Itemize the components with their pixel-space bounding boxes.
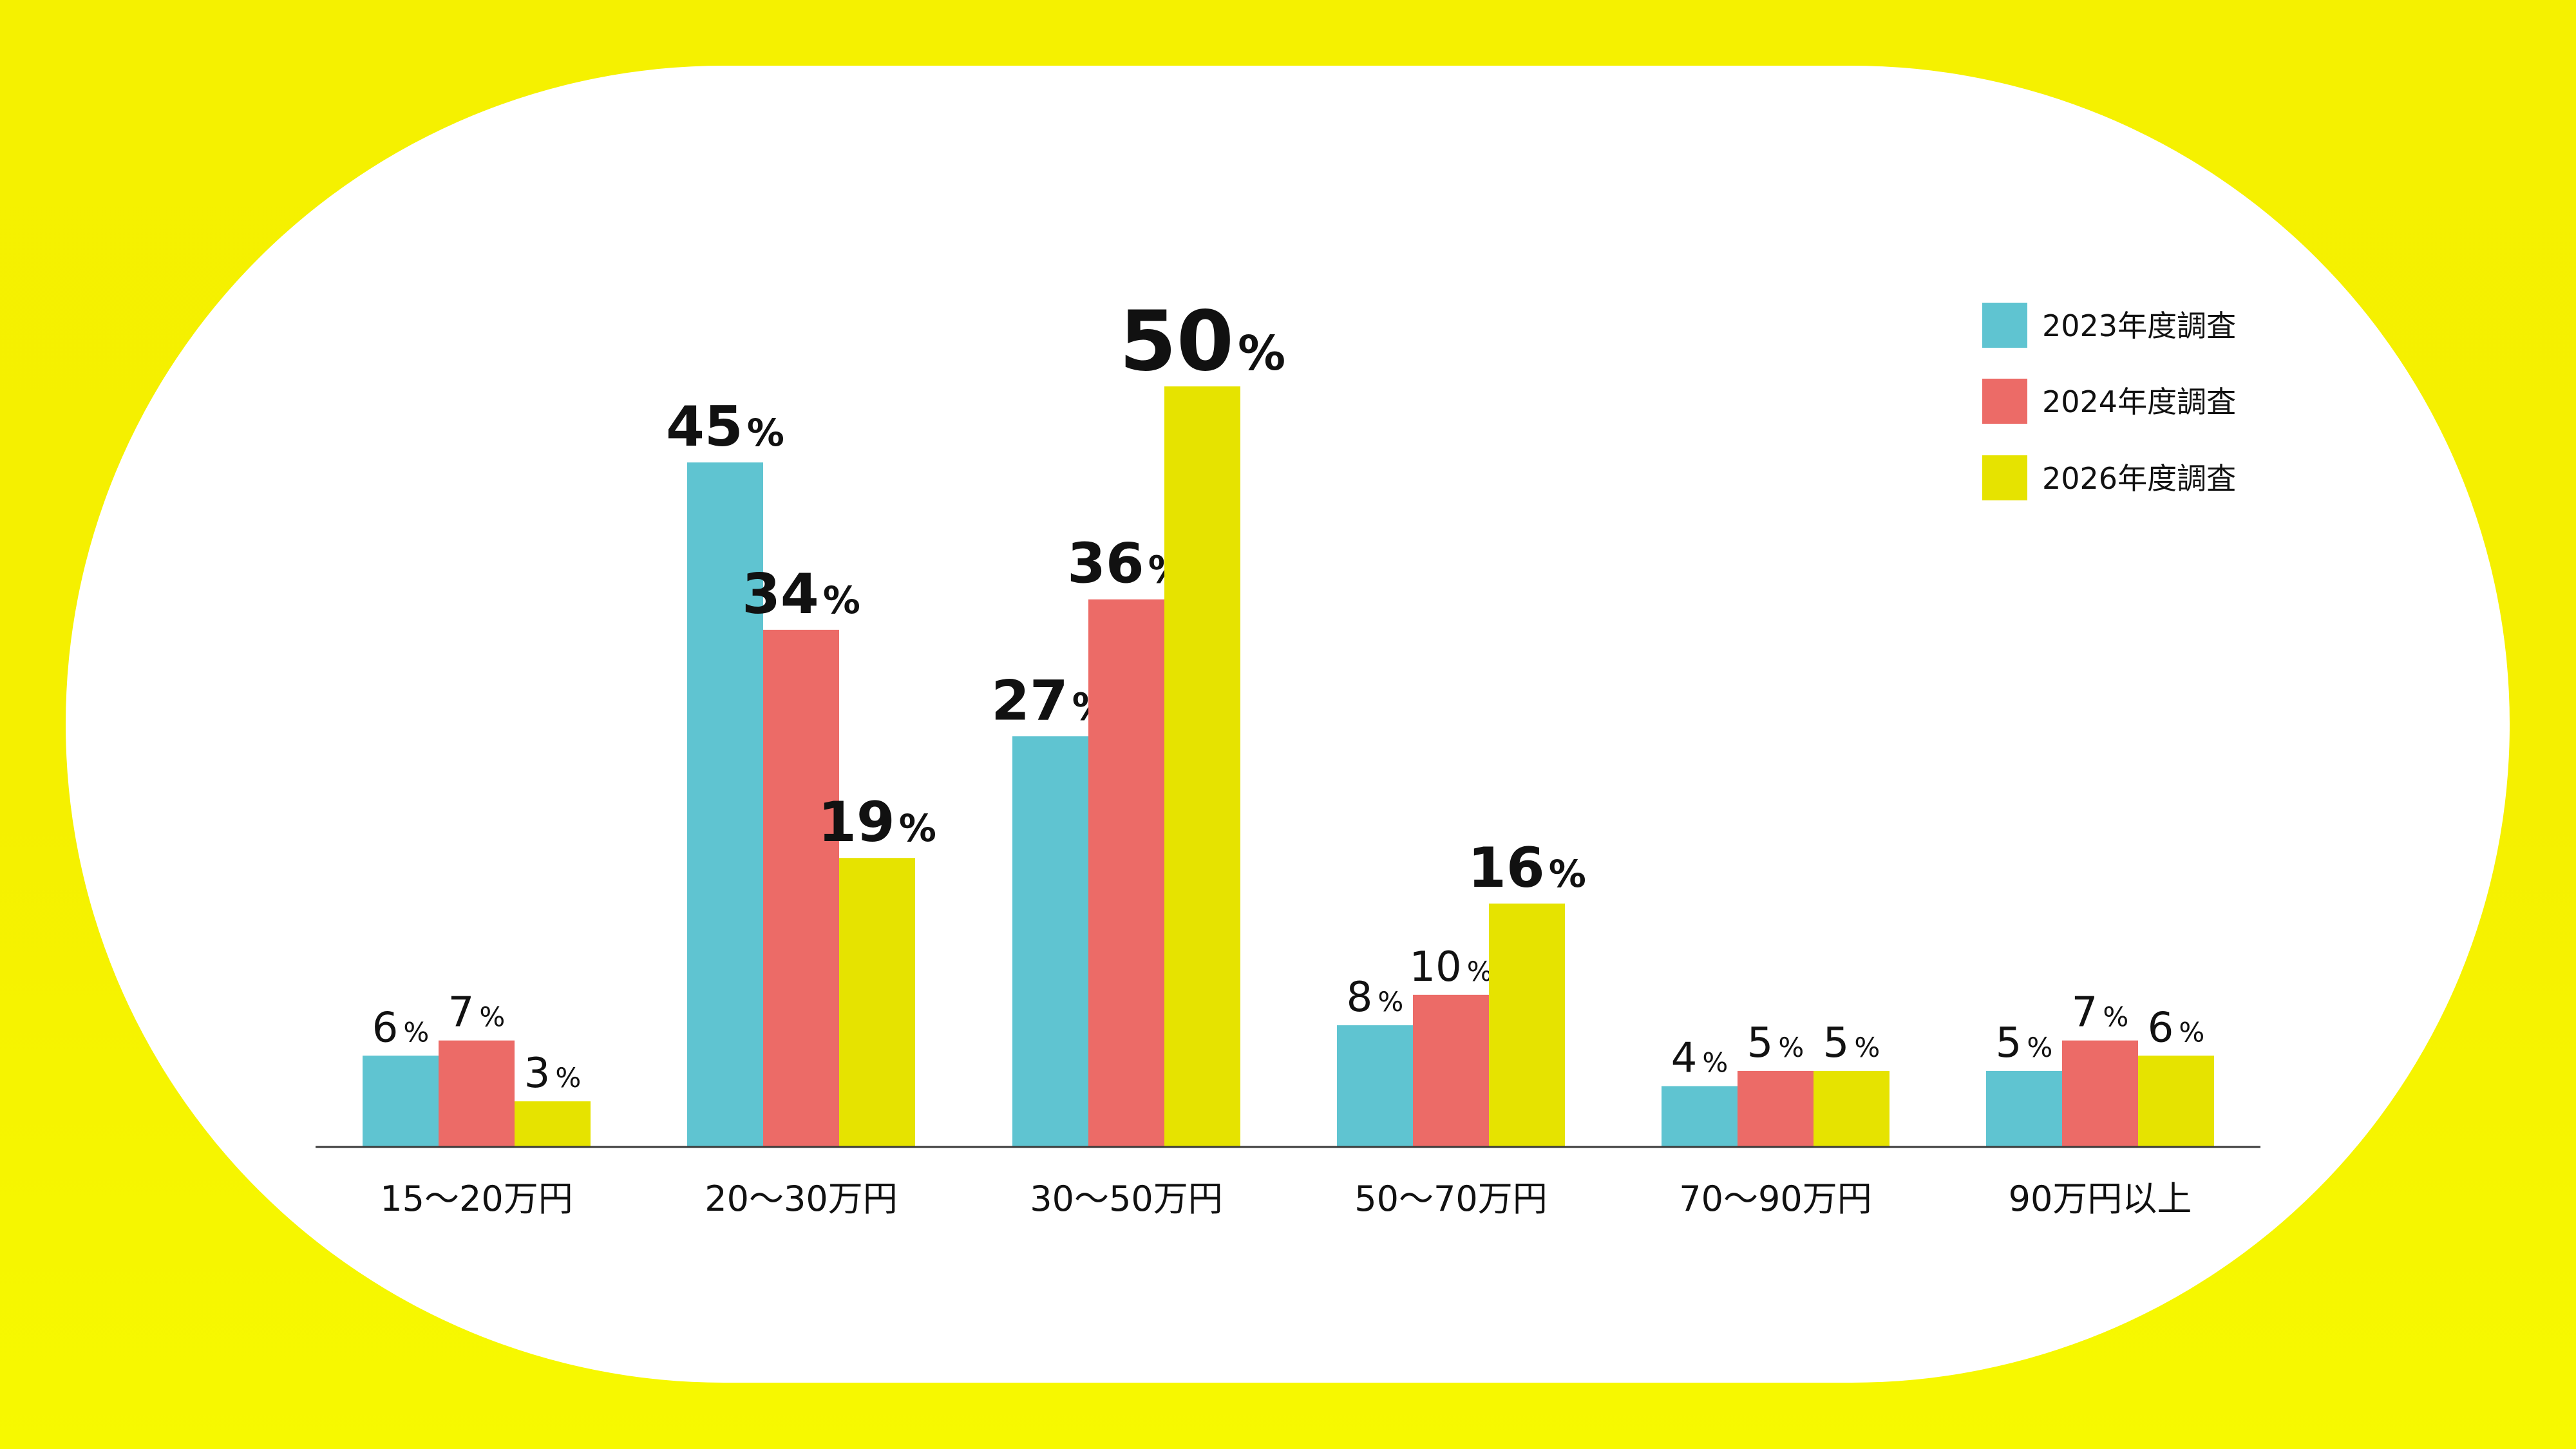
value-unit: % xyxy=(899,806,936,850)
category-label-2: 20〜30万円 xyxy=(705,1179,897,1219)
value-number: 4 xyxy=(1671,1035,1698,1083)
bar-6-3 xyxy=(2138,1056,2214,1147)
legend-swatch-2 xyxy=(1982,379,2027,424)
chart-panel xyxy=(66,66,2510,1383)
value-unit: % xyxy=(1238,326,1285,381)
value-label-1-1: 6% xyxy=(372,1004,430,1052)
bar-2-1 xyxy=(687,462,763,1147)
bar-5-1 xyxy=(1662,1086,1738,1147)
category-label-4: 50〜70万円 xyxy=(1354,1179,1547,1219)
category-label-5: 70〜90万円 xyxy=(1679,1179,1871,1219)
value-unit: % xyxy=(555,1062,581,1094)
bar-3-3 xyxy=(1164,386,1240,1147)
category-label-3: 30〜50万円 xyxy=(1030,1179,1222,1219)
bar-5-3 xyxy=(1814,1070,1889,1147)
bar-4-3 xyxy=(1489,904,1565,1147)
value-unit: % xyxy=(823,578,860,622)
bar-3-2 xyxy=(1088,599,1164,1147)
value-unit: % xyxy=(1549,852,1586,896)
bar-1-3 xyxy=(515,1101,591,1147)
value-label-2-2: 34% xyxy=(742,562,860,627)
value-number: 45 xyxy=(666,395,743,459)
value-label-1-3: 3% xyxy=(524,1050,582,1097)
value-label-2-3: 19% xyxy=(818,790,936,855)
value-number: 6 xyxy=(2148,1004,2174,1052)
value-label-5-1: 4% xyxy=(1671,1035,1728,1083)
legend-swatch-1 xyxy=(1982,303,2027,348)
bar-3-1 xyxy=(1012,736,1088,1147)
value-number: 16 xyxy=(1468,836,1545,900)
bar-5-2 xyxy=(1738,1070,1814,1147)
value-number: 8 xyxy=(1347,974,1373,1021)
value-label-6-2: 7% xyxy=(2072,989,2129,1037)
value-number: 36 xyxy=(1067,532,1144,596)
value-unit: % xyxy=(2103,1001,2128,1033)
bar-2-3 xyxy=(839,858,915,1147)
value-number: 50 xyxy=(1119,294,1234,390)
value-number: 27 xyxy=(991,668,1068,733)
value-number: 10 xyxy=(1409,943,1461,991)
value-label-6-1: 5% xyxy=(1996,1019,2053,1067)
value-label-4-2: 10% xyxy=(1409,943,1492,991)
legend-label-2: 2024年度調査 xyxy=(2042,384,2236,419)
value-number: 34 xyxy=(742,562,819,627)
value-unit: % xyxy=(2179,1016,2204,1048)
value-label-4-3: 16% xyxy=(1468,836,1586,900)
value-number: 7 xyxy=(448,989,475,1037)
value-number: 5 xyxy=(1823,1019,1850,1067)
value-number: 19 xyxy=(818,790,895,855)
bar-6-1 xyxy=(1986,1070,2062,1147)
bar-4-1 xyxy=(1337,1025,1413,1147)
value-label-5-2: 5% xyxy=(1747,1019,1804,1067)
value-label-2-1: 45% xyxy=(666,395,784,459)
value-unit: % xyxy=(1702,1047,1728,1079)
category-label-1: 15〜20万円 xyxy=(380,1179,573,1219)
value-unit: % xyxy=(1854,1032,1880,1063)
value-label-1-2: 7% xyxy=(448,989,506,1037)
value-unit: % xyxy=(2027,1032,2052,1063)
value-number: 7 xyxy=(2072,989,2098,1037)
value-label-5-3: 5% xyxy=(1823,1019,1880,1067)
value-label-6-3: 6% xyxy=(2148,1004,2205,1052)
bar-4-2 xyxy=(1413,994,1489,1147)
value-unit: % xyxy=(747,411,784,455)
legend-label-1: 2023年度調査 xyxy=(2042,308,2236,343)
category-label-6: 90万円以上 xyxy=(2009,1179,2192,1219)
value-label-4-1: 8% xyxy=(1347,974,1404,1021)
bar-6-2 xyxy=(2062,1040,2138,1147)
bar-1-1 xyxy=(363,1056,439,1147)
bar-2-2 xyxy=(763,629,839,1147)
value-number: 6 xyxy=(372,1004,399,1052)
bar-1-2 xyxy=(439,1040,515,1147)
value-number: 5 xyxy=(1996,1019,2022,1067)
value-unit: % xyxy=(1778,1032,1804,1063)
legend-swatch-3 xyxy=(1982,455,2027,500)
value-label-3-3: 50% xyxy=(1119,294,1285,390)
value-unit: % xyxy=(403,1016,429,1048)
value-unit: % xyxy=(479,1001,505,1033)
legend-label-3: 2026年度調査 xyxy=(2042,461,2236,496)
value-unit: % xyxy=(1467,956,1493,987)
value-number: 5 xyxy=(1747,1019,1774,1067)
value-number: 3 xyxy=(524,1050,551,1097)
value-unit: % xyxy=(1378,986,1403,1018)
